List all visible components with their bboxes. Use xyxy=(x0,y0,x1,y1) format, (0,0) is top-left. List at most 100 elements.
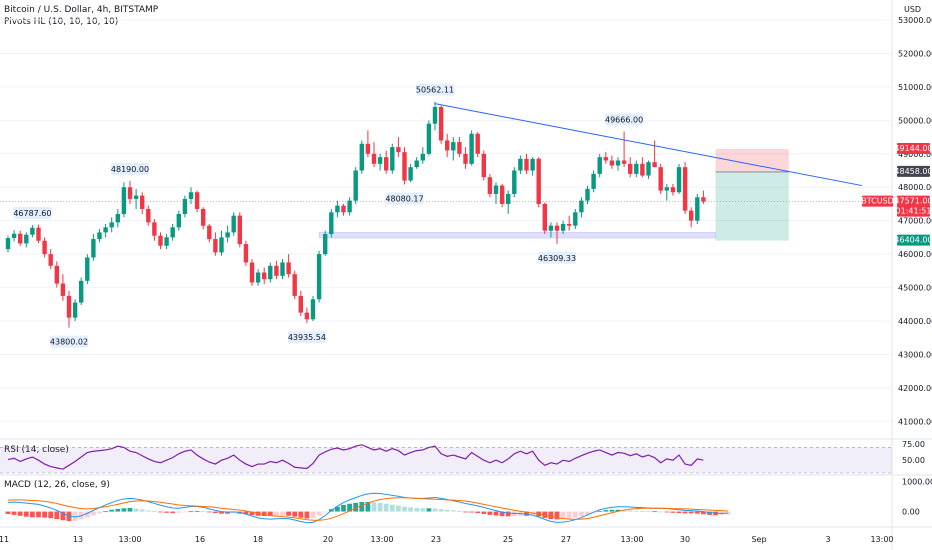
macd-histogram-bar xyxy=(579,511,584,517)
price-tag-label: 48458.00 xyxy=(894,167,932,176)
candle-body xyxy=(640,163,645,176)
macd-histogram-bar xyxy=(621,510,627,512)
candle-body xyxy=(243,244,249,263)
macd-histogram-bar xyxy=(493,511,499,516)
candle-body xyxy=(164,237,169,246)
macd-histogram-bar xyxy=(652,511,657,513)
indicator-label[interactable]: Pivots HL (10, 10, 10, 10) xyxy=(4,17,118,27)
macd-histogram-bar xyxy=(54,511,60,520)
macd-histogram-bar xyxy=(298,511,304,518)
macd-histogram-bar xyxy=(109,509,115,512)
macd-histogram-bar xyxy=(316,511,322,516)
macd-histogram-bar xyxy=(206,511,212,513)
macd-histogram-bar xyxy=(597,510,603,512)
candle-body xyxy=(701,197,706,202)
macd-histogram-bar xyxy=(432,508,438,512)
candle-body xyxy=(323,234,328,255)
candle-body xyxy=(18,233,23,244)
macd-histogram-bar xyxy=(5,511,11,514)
candle-body xyxy=(664,187,669,191)
candle-body xyxy=(628,163,633,174)
macd-histogram-bar xyxy=(292,511,298,517)
drawing-trendline[interactable] xyxy=(434,103,863,187)
macd-histogram-bar xyxy=(17,511,23,516)
candle-body xyxy=(506,193,511,204)
candle-body xyxy=(457,142,462,154)
time-tick-label: 13:00 xyxy=(118,535,141,544)
rsi-band xyxy=(0,447,892,473)
time-tick-label: 20 xyxy=(323,535,333,544)
macd-histogram-bar xyxy=(560,511,566,520)
macd-histogram-bar xyxy=(463,511,468,513)
pivot-label-box xyxy=(50,335,88,348)
candle-body xyxy=(268,265,273,280)
candle-body xyxy=(621,160,627,164)
macd-histogram-bar xyxy=(585,511,590,515)
candle-body xyxy=(493,185,499,194)
candle-body xyxy=(97,232,102,240)
macd-histogram-bar xyxy=(231,511,237,514)
candle-body xyxy=(359,143,364,171)
rsi-series: 75.00 50.00 xyxy=(0,440,925,474)
candle-body xyxy=(591,173,596,189)
position-target-zone xyxy=(715,171,789,241)
candle-body xyxy=(567,224,572,226)
candle-body xyxy=(420,153,425,161)
macd-histogram-bar xyxy=(475,511,481,514)
candle-body xyxy=(463,153,468,164)
macd-histogram-bar xyxy=(676,511,682,514)
candlestick-series xyxy=(5,101,706,328)
candle-body xyxy=(152,222,157,236)
macd-histogram-bar xyxy=(633,510,639,512)
price-tick-label: 48000.00 xyxy=(898,183,932,192)
candle-body xyxy=(371,153,377,164)
macd-histogram-bar xyxy=(145,510,151,512)
macd-histogram-bar xyxy=(97,511,102,514)
macd-histogram-bar xyxy=(603,510,609,512)
time-axis[interactable]: 11 13 13:00 16 18 20 13:00 23 25 27 13:00 30 Sep 3 13:… xyxy=(0,535,894,544)
macd-title[interactable]: MACD (12, 26, close, 9) xyxy=(4,480,110,490)
price-tag-label: 47571.00 xyxy=(894,197,932,206)
macd-tick-label: 1000.00 xyxy=(902,478,932,487)
candle-body xyxy=(85,257,90,281)
macd-histogram-bar xyxy=(701,511,706,515)
price-tag-label: 46404.00 xyxy=(894,236,932,245)
candle-body xyxy=(304,312,310,320)
candle-body xyxy=(347,200,352,213)
macd-histogram-bar xyxy=(457,510,462,512)
macd-histogram-bar xyxy=(396,505,401,512)
pivot-label: 49666.00 xyxy=(605,116,643,125)
macd-histogram-bar xyxy=(274,511,279,516)
macd-histogram-bar xyxy=(139,509,145,512)
macd-histogram-bar xyxy=(60,511,66,521)
macd-histogram-bar xyxy=(444,509,450,512)
currency-label: USD xyxy=(904,5,921,14)
pivot-label-box xyxy=(287,331,326,344)
macd-histogram-bar xyxy=(505,511,511,517)
macd-signal-line xyxy=(7,497,728,521)
candle-body xyxy=(579,200,584,213)
candle-body xyxy=(548,225,554,231)
macd-histogram-bar xyxy=(188,511,194,513)
macd-histogram-bar xyxy=(11,511,17,515)
pivot-label: 43800.02 xyxy=(50,338,88,347)
macd-histogram-bar xyxy=(377,502,383,512)
rsi-title[interactable]: RSI (14, close) xyxy=(4,445,69,455)
macd-tick-label: 0.00 xyxy=(902,508,920,517)
macd-histogram-bar xyxy=(389,504,395,512)
candle-body xyxy=(292,274,297,296)
position-stop-zone xyxy=(715,148,789,172)
candle-body xyxy=(402,152,407,181)
macd-histogram-bar xyxy=(420,508,426,512)
candle-body xyxy=(499,185,505,204)
macd-histogram-bar xyxy=(481,511,487,514)
price-tick-label: 46000.00 xyxy=(898,250,932,259)
macd-histogram-bar xyxy=(646,511,651,513)
trendline xyxy=(434,103,863,187)
macd-histogram-bar xyxy=(572,511,578,518)
time-tick-label: 13 xyxy=(73,535,83,544)
candle-body xyxy=(390,147,395,171)
pivot-label-box xyxy=(13,207,52,220)
time-tick-label: 13:00 xyxy=(370,535,393,544)
time-tick-label: 18 xyxy=(253,535,263,544)
